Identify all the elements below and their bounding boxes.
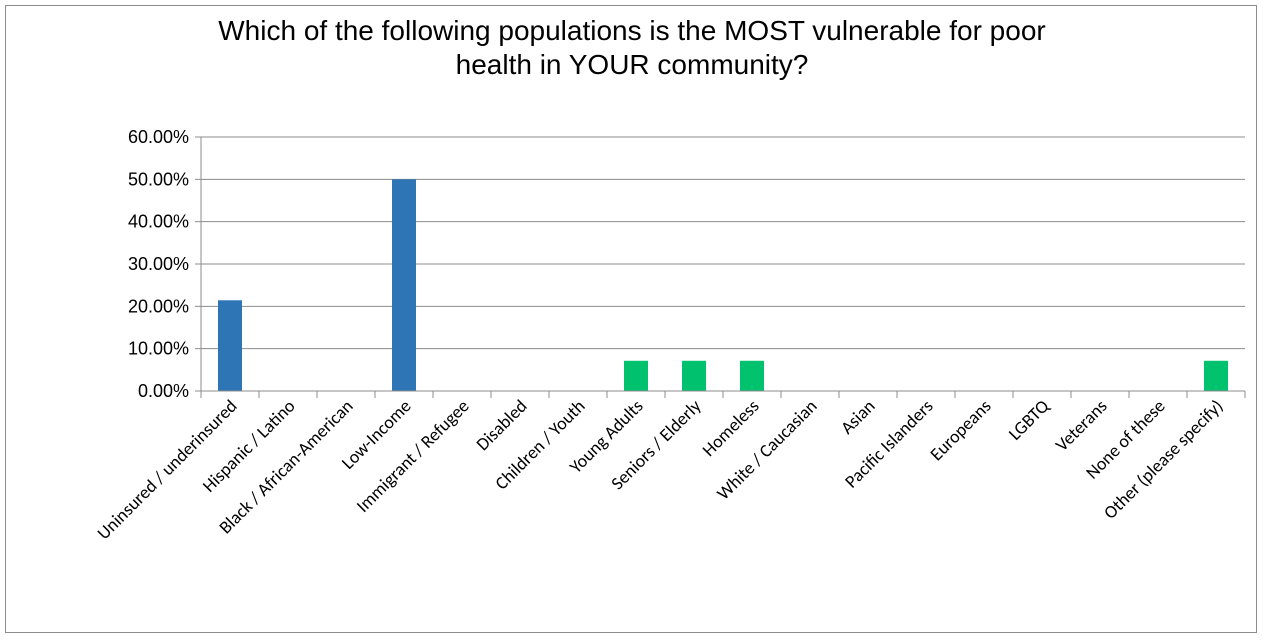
axes (200, 137, 1246, 398)
y-tick-label: 30.00% (128, 254, 189, 274)
y-tick-label: 20.00% (128, 296, 189, 316)
y-axis-tick-labels: 0.00% 10.00% 20.00% 30.00% 40.00% 50.00% 60.00… (128, 127, 189, 401)
bar (682, 360, 706, 391)
y-tick-label: 50.00% (128, 169, 189, 189)
x-category-label: LGBTQ (1004, 394, 1054, 444)
chart-title-line-1: Which of the following populations is th… (218, 15, 1046, 46)
x-category-label: Europeans (925, 395, 995, 465)
chart-frame (5, 5, 1257, 633)
bar (218, 300, 242, 391)
chart-title-line-2: health in YOUR community? (455, 49, 809, 80)
bar (1204, 360, 1228, 391)
gridlines (195, 136, 1245, 392)
y-tick-label: 40.00% (128, 212, 189, 232)
x-category-label: Asian (836, 395, 880, 439)
bar (740, 360, 764, 391)
chart-title: Which of the following populations is th… (0, 14, 1264, 82)
bars (218, 179, 1228, 391)
bar (624, 360, 648, 391)
bar (392, 179, 416, 391)
y-tick-label: 0.00% (138, 381, 189, 401)
x-category-label: White / Caucasian (712, 395, 821, 504)
y-tick-label: 10.00% (128, 339, 189, 359)
y-tick-label: 60.00% (128, 127, 189, 147)
